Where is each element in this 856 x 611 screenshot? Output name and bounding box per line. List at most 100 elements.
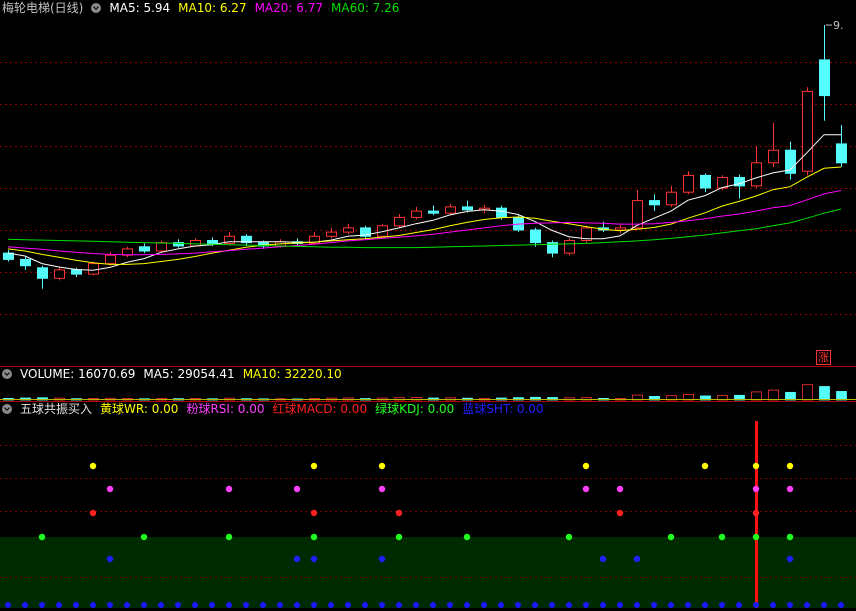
signal-dot	[786, 462, 794, 470]
legend-value: 5.94	[143, 1, 171, 15]
signal-dot	[140, 533, 148, 541]
legend-name: MA5	[143, 367, 177, 381]
signal-dot	[89, 509, 97, 517]
candle-body	[683, 174, 694, 193]
chart-title: 梅轮电梯(日线)	[2, 1, 84, 15]
candle-body	[71, 269, 82, 275]
legend-name: VOLUME	[20, 367, 78, 381]
signal-dot	[616, 485, 624, 493]
base-dot	[5, 602, 11, 608]
candle-body	[530, 229, 541, 244]
legend-value: 29054.41	[177, 367, 235, 381]
candle-body	[139, 246, 150, 252]
base-dot	[651, 602, 657, 608]
base-dot	[498, 602, 504, 608]
candle-body	[241, 235, 252, 244]
base-dot	[753, 602, 759, 608]
signal-dot	[378, 485, 386, 493]
base-dot	[124, 602, 130, 608]
legend-name: 黄球WR	[100, 402, 152, 416]
base-dot	[566, 602, 572, 608]
signal-dot	[565, 533, 573, 541]
volume-bar	[785, 391, 796, 401]
candle-body	[768, 149, 779, 164]
legend-item: MA55.94	[109, 0, 170, 16]
signal-dot	[786, 555, 794, 563]
candle-body	[326, 231, 337, 237]
candle-body	[615, 227, 626, 231]
candle-body	[547, 242, 558, 254]
base-dot	[481, 602, 487, 608]
legend-value: 6.77	[296, 1, 323, 15]
signal-dot	[752, 533, 760, 541]
candle-body	[105, 254, 116, 265]
signal-dot	[633, 555, 641, 563]
signal-dot	[293, 555, 301, 563]
base-dot	[838, 602, 844, 608]
legend-value: 16070.69	[78, 367, 136, 381]
signal-dot	[752, 509, 760, 517]
signal-dot	[106, 555, 114, 563]
candle-body	[564, 240, 575, 254]
base-dot	[73, 602, 79, 608]
base-dot	[22, 602, 28, 608]
indicator-zone	[0, 537, 856, 608]
legend-item: 粉球RSI0.00	[186, 401, 264, 417]
signal-dot	[310, 533, 318, 541]
candle-body	[207, 240, 218, 244]
candle-body	[37, 267, 48, 279]
candle-body	[173, 242, 184, 247]
legend-item: MA1032220.10	[243, 366, 342, 382]
legend-value: 0.00	[151, 402, 179, 416]
legend-name: MA10	[243, 367, 285, 381]
base-dot	[702, 602, 708, 608]
volume-bar	[768, 389, 779, 401]
base-dot	[328, 602, 334, 608]
signal-dot	[225, 533, 233, 541]
candle-body	[581, 227, 592, 241]
base-dot	[736, 602, 742, 608]
candle-body	[309, 235, 320, 244]
base-dot	[141, 602, 147, 608]
candle-body	[445, 206, 456, 214]
base-dot	[770, 602, 776, 608]
signal-dot	[395, 533, 403, 541]
candle-body	[751, 162, 762, 187]
base-dot	[175, 602, 181, 608]
base-dot	[430, 602, 436, 608]
legend-item: 红球MACD0.00	[273, 401, 368, 417]
base-dot	[345, 602, 351, 608]
legend-name: MA10	[178, 1, 220, 15]
candle-body	[20, 258, 31, 267]
legend-value: 32220.10	[284, 367, 342, 381]
base-dot	[821, 602, 827, 608]
legend-item: MA206.77	[255, 0, 323, 16]
candle-body	[819, 59, 830, 97]
high-label: 9.	[833, 19, 844, 32]
header-icon	[91, 3, 102, 13]
base-dot	[787, 602, 793, 608]
signal-dot	[667, 533, 675, 541]
signal-dot	[38, 533, 46, 541]
signal-dot	[616, 509, 624, 517]
legend-item: MA607.26	[331, 0, 399, 16]
signal-dot	[786, 485, 794, 493]
legend-name: 绿球KDJ	[375, 402, 428, 416]
candle-body	[496, 207, 507, 218]
candle-body	[343, 227, 354, 233]
volume-bar	[802, 384, 813, 401]
candle-body	[785, 149, 796, 174]
ma-line	[7, 208, 842, 249]
signal-dot	[378, 555, 386, 563]
legend-value: 0.00	[237, 402, 265, 416]
signal-dot	[786, 533, 794, 541]
candle-body	[802, 90, 813, 172]
volume-header: VOLUME16070.69 MA529054.41 MA1032220.10	[2, 366, 342, 382]
volume-bar	[836, 391, 847, 401]
candle-body	[88, 263, 99, 275]
base-dot	[226, 602, 232, 608]
signal-dot	[701, 462, 709, 470]
signal-dot	[225, 485, 233, 493]
base-dot	[634, 602, 640, 608]
